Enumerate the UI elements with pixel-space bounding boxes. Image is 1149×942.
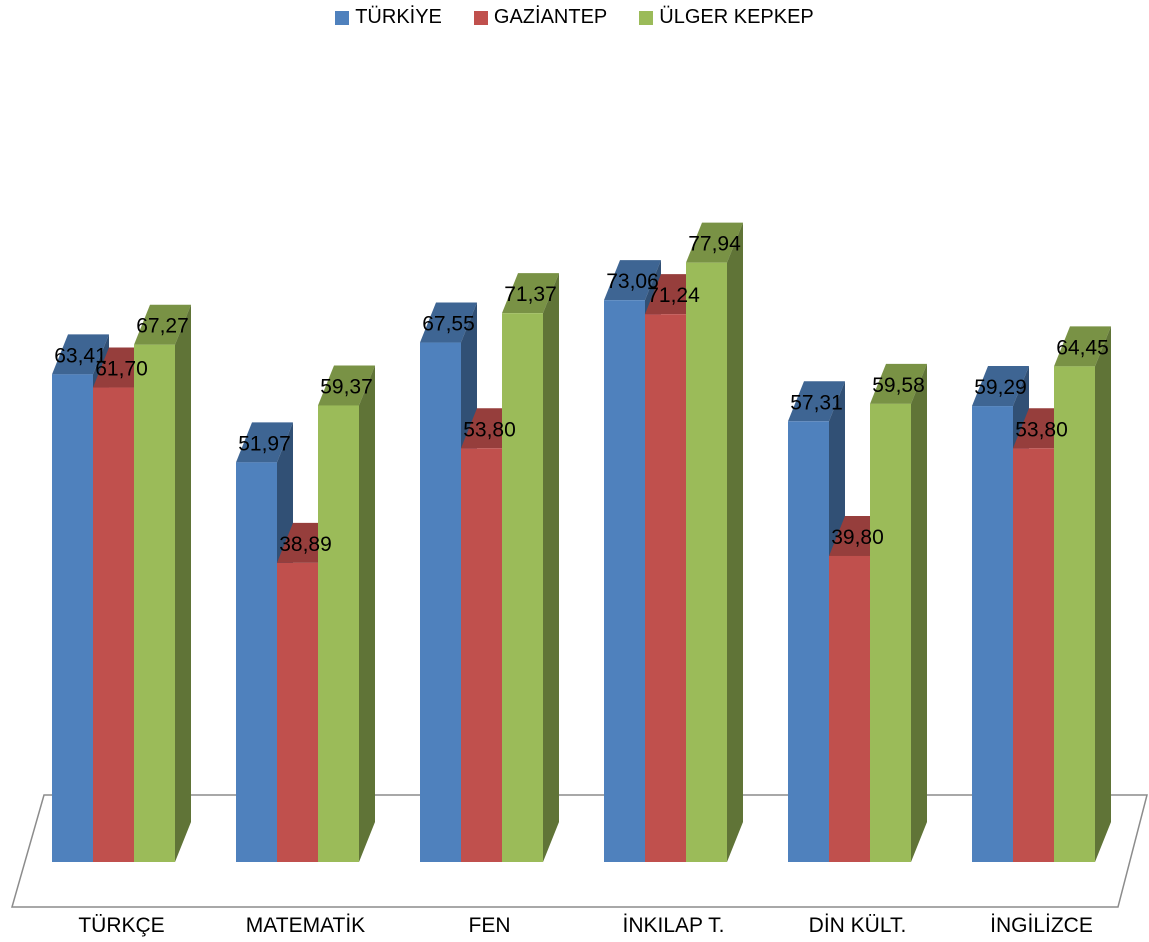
data-label-5-0: 59,29 [974,376,1027,399]
category-label-2: FEN [469,914,511,937]
legend-swatch-turkiye [335,10,350,25]
data-label-2-0: 67,55 [422,313,475,336]
category-label-3: İNKILAP T. [623,914,725,937]
data-label-0-0: 63,41 [54,344,107,367]
legend-label-turkiye: TÜRKİYE [355,6,442,28]
data-label-2-1: 53,80 [463,418,516,441]
legend: TÜRKİYE GAZİANTEP ÜLGER KEPKEP [0,6,1149,29]
data-label-0-2: 67,27 [136,315,189,338]
data-label-5-1: 53,80 [1015,418,1068,441]
bar-2-2 [502,273,559,863]
bar-3-2 [686,222,743,863]
data-label-3-1: 71,24 [647,284,700,307]
data-label-3-2: 77,94 [688,233,741,256]
legend-swatch-ulger-kepkep [639,10,654,25]
data-label-4-2: 59,58 [872,374,925,397]
data-label-0-1: 61,70 [95,358,148,381]
legend-label-gaziantep: GAZİANTEP [493,6,608,28]
data-label-1-0: 51,97 [238,432,291,455]
bar-0-2 [134,304,191,862]
bar-5-2 [1054,326,1111,862]
data-label-1-1: 38,89 [279,533,332,556]
data-label-4-0: 57,31 [790,391,843,414]
category-label-5: İNGİLİZCE [990,914,1093,937]
legend-label-ulger-kepkep: ÜLGER KEPKEP [659,6,814,28]
data-label-1-2: 59,37 [320,375,373,398]
category-label-0: TÜRKÇE [78,914,164,937]
legend-item-turkiye: TÜRKİYE [335,6,442,29]
bar-1-2 [318,365,375,862]
category-label-1: MATEMATİK [246,914,365,937]
legend-item-ulger-kepkep: ÜLGER KEPKEP [639,6,814,29]
data-label-3-0: 73,06 [606,270,659,293]
category-label-4: DİN KÜLT. [809,914,907,937]
legend-item-gaziantep: GAZİANTEP [473,6,608,29]
legend-swatch-gaziantep [473,10,488,25]
data-label-2-2: 71,37 [504,283,557,306]
bar-4-2 [870,363,927,862]
data-label-4-1: 39,80 [831,526,884,549]
data-label-5-2: 64,45 [1056,336,1109,359]
